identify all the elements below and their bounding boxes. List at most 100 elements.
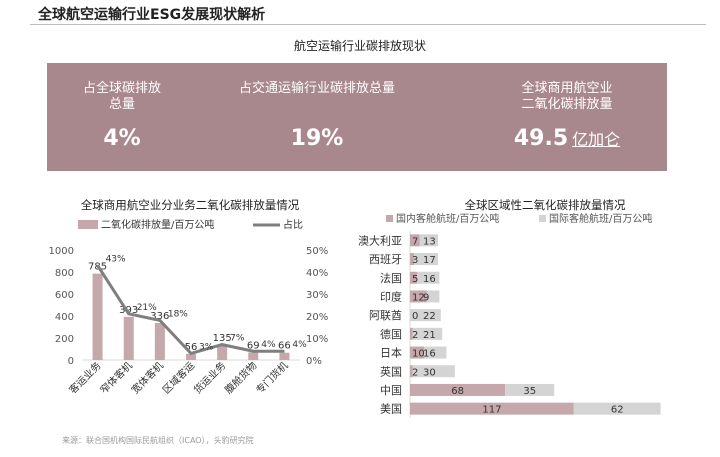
- y2-axis-tick-label: 0%: [306, 356, 322, 367]
- x-axis-category-label: 腹舱货物: [222, 359, 259, 396]
- bar-domestic: [410, 234, 420, 247]
- legend-swatch-domestic: [386, 215, 393, 222]
- bar-domestic-label: 12: [412, 292, 425, 303]
- y-axis-category-label: 法国: [380, 271, 402, 285]
- metric-value: 4%: [103, 126, 141, 151]
- bar-international: [424, 346, 447, 359]
- metric-global-share: 占全球碳排放 总量 4%: [47, 81, 197, 151]
- bar-domestic: [410, 271, 417, 284]
- y-axis-category-label: 中国: [380, 384, 402, 397]
- bar-international: [505, 383, 555, 396]
- bar-domestic: [410, 290, 427, 303]
- legend-label-international: 国际客舱航班/百万公吨: [549, 212, 652, 225]
- x-axis-category-label: 窄体客机: [97, 359, 134, 396]
- bar-domestic-label: 117: [482, 405, 501, 416]
- y2-axis-tick-label: 40%: [306, 268, 328, 279]
- bar-international: [410, 309, 441, 322]
- metrics-banner: 占全球碳排放 总量 4% 占交通运输行业碳排放总量 19% 全球商用航空业 二氧…: [47, 63, 667, 171]
- metric-unit: 亿加仑: [572, 130, 621, 149]
- y-axis-tick-label: 0: [68, 356, 74, 367]
- y-axis-tick-label: 1000: [49, 246, 74, 257]
- y-axis-category-label: 西班牙: [369, 253, 402, 266]
- bar-emission: [92, 273, 103, 360]
- bar-value-label: 69: [247, 340, 260, 351]
- bar-domestic: [410, 383, 506, 396]
- line-share-label: 18%: [168, 309, 188, 319]
- line-share-label: 3%: [199, 342, 214, 352]
- bar-international: [573, 402, 661, 415]
- bar-emission: [154, 323, 165, 360]
- bar-emission: [248, 352, 259, 360]
- bar-international: [412, 327, 443, 340]
- metric-co2-emission: 全球商用航空业 二氧化碳排放量 49.5 亿加仑: [467, 81, 667, 151]
- bar-international-label: 62: [611, 405, 624, 416]
- bar-domestic-label: 3: [412, 255, 418, 266]
- legend-label-domestic: 国内客舱航班/百万公吨: [396, 212, 499, 225]
- metric-label: 占全球碳排放 总量: [82, 81, 161, 112]
- y-axis-category-label: 印度: [380, 289, 402, 303]
- bar-value-label: 56: [185, 342, 198, 353]
- page-title: 全球航空运输行业ESG发展现状解析: [38, 7, 266, 23]
- metric-label: 全球商用航空业 二氧化碳排放量: [521, 81, 613, 112]
- y-axis-category-label: 日本: [380, 346, 402, 360]
- y-axis-tick-label: 400: [55, 312, 74, 323]
- region-chart-title: 全球区域性二氧化碳排放量情况: [464, 198, 626, 212]
- bar-domestic: [410, 253, 415, 266]
- bar-domestic-label: 68: [451, 386, 464, 397]
- bar-domestic-label: 0: [412, 311, 418, 322]
- legend-label-emission: 二氧化碳排放量/百万公吨: [101, 218, 214, 231]
- bar-value-label: 66: [278, 341, 291, 352]
- business-chart: 二氧化碳排放量/百万公吨 占比 1000 800 600 400 200 0 50% 40% 30%…: [49, 218, 329, 396]
- business-chart-title: 全球商用航空业分业务二氧化碳排放量情况: [80, 198, 300, 212]
- bar-international: [414, 253, 438, 266]
- title-divider: [30, 24, 706, 25]
- line-share-label: 4%: [292, 340, 307, 350]
- bar-domestic-label: 10: [412, 349, 425, 360]
- legend-swatch-international: [539, 215, 546, 222]
- bar-domestic: [410, 402, 574, 415]
- bar-domestic-label: 2: [412, 330, 418, 341]
- y2-axis-tick-label: 20%: [306, 312, 328, 323]
- legend-label-share: 占比: [283, 218, 303, 231]
- bar-international: [426, 290, 440, 303]
- y-axis-tick-label: 200: [55, 334, 74, 345]
- y-axis-category-label: 英国: [380, 364, 402, 378]
- bar-international-label: 30: [423, 367, 436, 378]
- metric-transport-share: 占交通运输行业碳排放总量 19%: [212, 81, 422, 151]
- bar-international: [419, 234, 438, 247]
- bar-international-label: 16: [423, 274, 436, 285]
- x-axis-category-label: 专门货机: [253, 359, 290, 396]
- bar-emission: [186, 353, 196, 360]
- line-share: [96, 264, 285, 356]
- y-axis-category-label: 澳大利亚: [358, 233, 402, 247]
- y-axis-tick-label: 800: [55, 268, 74, 279]
- bar-domestic: [410, 365, 413, 378]
- metric-value: 49.5 亿加仑: [513, 126, 621, 151]
- bar-international-label: 13: [423, 236, 436, 247]
- bar-international: [412, 365, 455, 378]
- bar-value-label: 135: [213, 333, 232, 344]
- bar-international-label: 21: [423, 330, 436, 341]
- y-axis-category-label: 德国: [380, 327, 402, 341]
- line-share-label: 43%: [106, 254, 126, 264]
- legend-swatch-emission: [78, 220, 98, 229]
- bar-emission: [123, 316, 134, 360]
- bar-emission: [217, 345, 228, 360]
- bar-value-label: 336: [150, 311, 169, 322]
- metric-value: 19%: [290, 126, 344, 151]
- bar-international-label: 16: [423, 349, 436, 360]
- bar-international-label: 35: [523, 386, 536, 397]
- bar-international: [417, 271, 440, 284]
- bar-domestic-label: 2: [412, 367, 418, 378]
- bar-emission: [279, 352, 290, 360]
- bar-domestic: [410, 327, 413, 340]
- metric-label: 占交通运输行业碳排放总量: [238, 81, 395, 96]
- bar-domestic: [410, 346, 424, 359]
- bar-value-label: 393: [119, 305, 138, 316]
- line-share-label: 21%: [137, 303, 157, 313]
- line-share-label: 7%: [230, 334, 245, 344]
- bar-international-label: 22: [423, 311, 436, 322]
- y2-axis-tick-label: 50%: [306, 246, 328, 257]
- bar-international-label: 9: [423, 292, 429, 303]
